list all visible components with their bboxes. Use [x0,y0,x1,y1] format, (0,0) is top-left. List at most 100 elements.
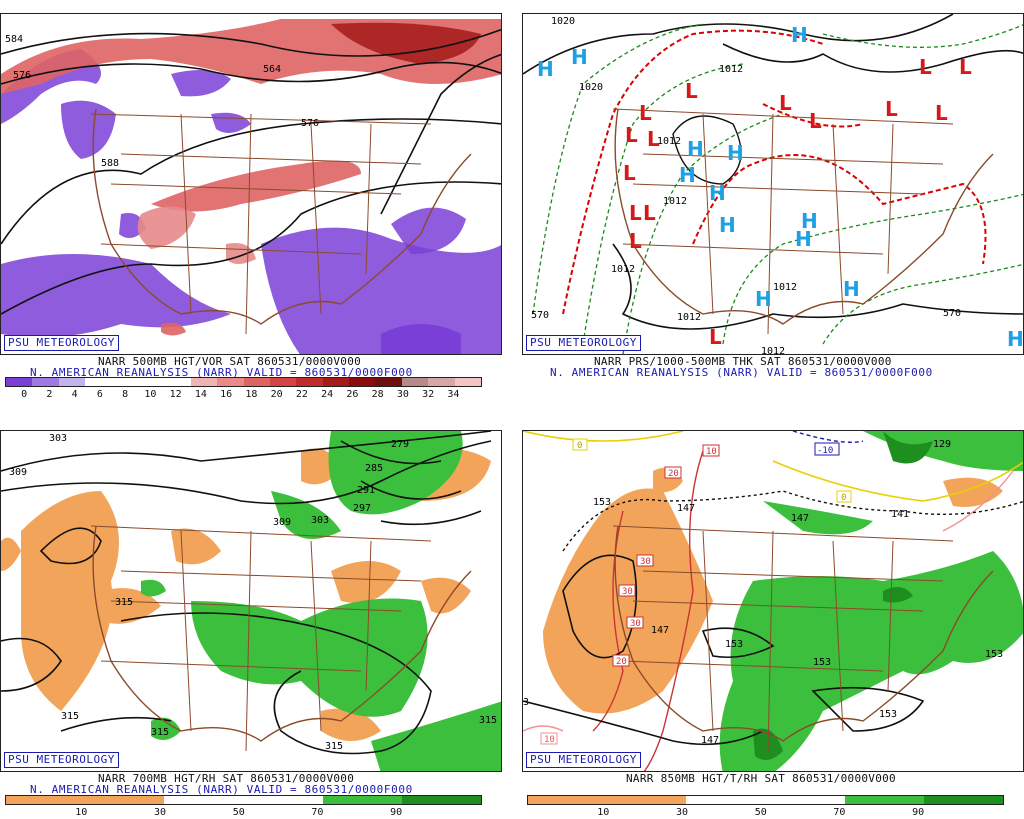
colorbar-ticks: 10 30 50 70 90 [5,807,482,819]
temp-label: 20 [668,469,679,479]
contour-label: 153 [725,639,743,650]
low-pressure-marker: L [623,161,636,185]
panel-700mb-rh: 303 309 279 285 291 297 309 303 315 315 … [0,420,502,819]
contour-label: 564 [263,64,281,75]
colorbar-tick-label: 50 [754,807,767,818]
plot-title: NARR 850MB HGT/T/RH SAT 860531/0000V000 [626,772,896,785]
colorbar-swatch [454,378,482,386]
contour-label: 147 [677,503,695,514]
plot-title: NARR 700MB HGT/RH SAT 860531/0000V000 [98,772,355,785]
contour-label: 1012 [657,136,681,147]
contour-label: 588 [101,158,119,169]
t850-map-svg: 153 147 147 153 153 153 147 141 129 153 … [523,431,1023,771]
contour-label: 315 [325,741,343,752]
contour-label: 297 [353,503,371,514]
contour-label: 129 [933,439,951,450]
colorbar-tick-label: 26 [346,389,359,400]
high-pressure-marker: H [755,287,772,311]
contour-label: 153 [985,649,1003,660]
high-pressure-marker: H [843,277,860,301]
rh700-map-svg: 303 309 279 285 291 297 309 303 315 315 … [1,431,501,771]
low-pressure-marker: L [779,91,792,115]
colorbar-tick-label: 30 [153,807,167,818]
low-pressure-marker: L [629,229,642,253]
pressure-map-svg: H H H H H H H H H H H H H L L L L L L L [523,14,1023,354]
contour-label: 315 [61,711,79,722]
colorbar-tick-label: 4 [71,389,78,400]
contour-label: 309 [273,517,291,528]
contour-label: 303 [311,515,329,526]
colorbar-tick-label: 90 [390,807,403,818]
high-pressure-marker: H [709,181,726,205]
low-pressure-marker: L [625,123,638,147]
temp-label: 20 [616,657,627,667]
colorbar-tick-label: 28 [371,389,384,400]
map-700mb: 303 309 279 285 291 297 309 303 315 315 … [0,430,502,772]
colorbar-swatch [111,378,138,386]
temp-label: 30 [622,587,633,597]
contour-label: 576 [301,118,319,129]
colorbar-tick-label: 70 [311,807,324,818]
contour-label: 576 [13,70,31,81]
contour-label: 570 [943,308,961,319]
panel-pressure-thickness: H H H H H H H H H H H H H L L L L L L L [522,0,1024,405]
panel-850mb-t-rh: 153 147 147 153 153 153 147 141 129 153 … [522,420,1024,819]
colorbar-swatch [401,378,429,386]
colorbar-swatch [164,378,191,386]
low-pressure-marker: L [885,97,898,121]
panel-500mb-vorticity: 584 576 564 576 588 PSU METEOROLOGY NARR… [0,0,502,405]
vorticity-map-svg: 584 576 564 576 588 [1,19,501,354]
high-pressure-marker: H [795,227,812,251]
colorbar-tick-label: 34 [447,389,460,400]
low-pressure-marker: L [629,201,642,225]
map-pressure: H H H H H H H H H H H H H L L L L L L L [522,13,1024,355]
colorbar-tick-label: 2 [46,389,53,400]
colorbar-swatch [217,378,244,386]
high-pressure-marker: H [727,141,744,165]
colorbar-tick-label: 30 [396,389,409,400]
contour-label: 285 [365,463,383,474]
contour-label: 1012 [611,264,635,275]
colorbar-swatch [85,378,112,386]
contour-label: 153 [593,497,611,508]
low-pressure-marker: L [959,55,972,79]
high-pressure-marker: H [679,163,696,187]
contour-label: 315 [115,597,133,608]
temp-label: 0 [577,441,582,451]
colorbar-tick-label: 30 [675,807,689,818]
plot-subtitle: N. AMERICAN REANALYSIS (NARR) VALID = 86… [550,366,933,379]
plot-subtitle: N. AMERICAN REANALYSIS (NARR) VALID = 86… [30,366,413,379]
colorbar-ticks: 0 2 4 6 8 10 12 14 16 18 20 22 24 26 28 30 32 34 [5,389,482,401]
low-pressure-marker: L [935,101,948,125]
colorbar-vorticity [5,377,482,387]
psu-meteorology-logo: PSU METEOROLOGY [4,752,119,768]
colorbar-swatch [401,796,482,804]
colorbar-swatch [6,796,86,804]
high-pressure-marker: H [537,57,554,81]
colorbar-tick-label: 10 [75,807,88,818]
high-pressure-marker: H [801,209,818,233]
colorbar-swatch [85,796,165,804]
contour-label: 147 [701,735,719,746]
colorbar-tick-label: 16 [220,389,233,400]
colorbar-swatch [686,796,766,804]
temp-label: -10 [817,446,833,456]
colorbar-swatch [6,378,33,386]
contour-label: 1012 [677,312,701,323]
contour-label: 309 [9,467,27,478]
plot-subtitle: N. AMERICAN REANALYSIS (NARR) VALID = 86… [30,783,413,796]
temp-label: 0 [841,493,846,503]
contour-label: 279 [391,439,409,450]
colorbar-tick-label: 12 [169,389,182,400]
colorbar-swatch [269,378,297,386]
colorbar-swatch [607,796,687,804]
colorbar-swatch [190,378,218,386]
colorbar-tick-label: 6 [96,389,103,400]
colorbar-rh700 [5,795,482,805]
colorbar-ticks: 10 30 50 70 90 [527,807,1004,819]
colorbar-tick-label: 14 [194,389,207,400]
contour-label: 147 [791,513,809,524]
temp-label: 10 [706,447,717,457]
contour-label: 141 [891,509,909,520]
colorbar-tick-label: 90 [912,807,925,818]
